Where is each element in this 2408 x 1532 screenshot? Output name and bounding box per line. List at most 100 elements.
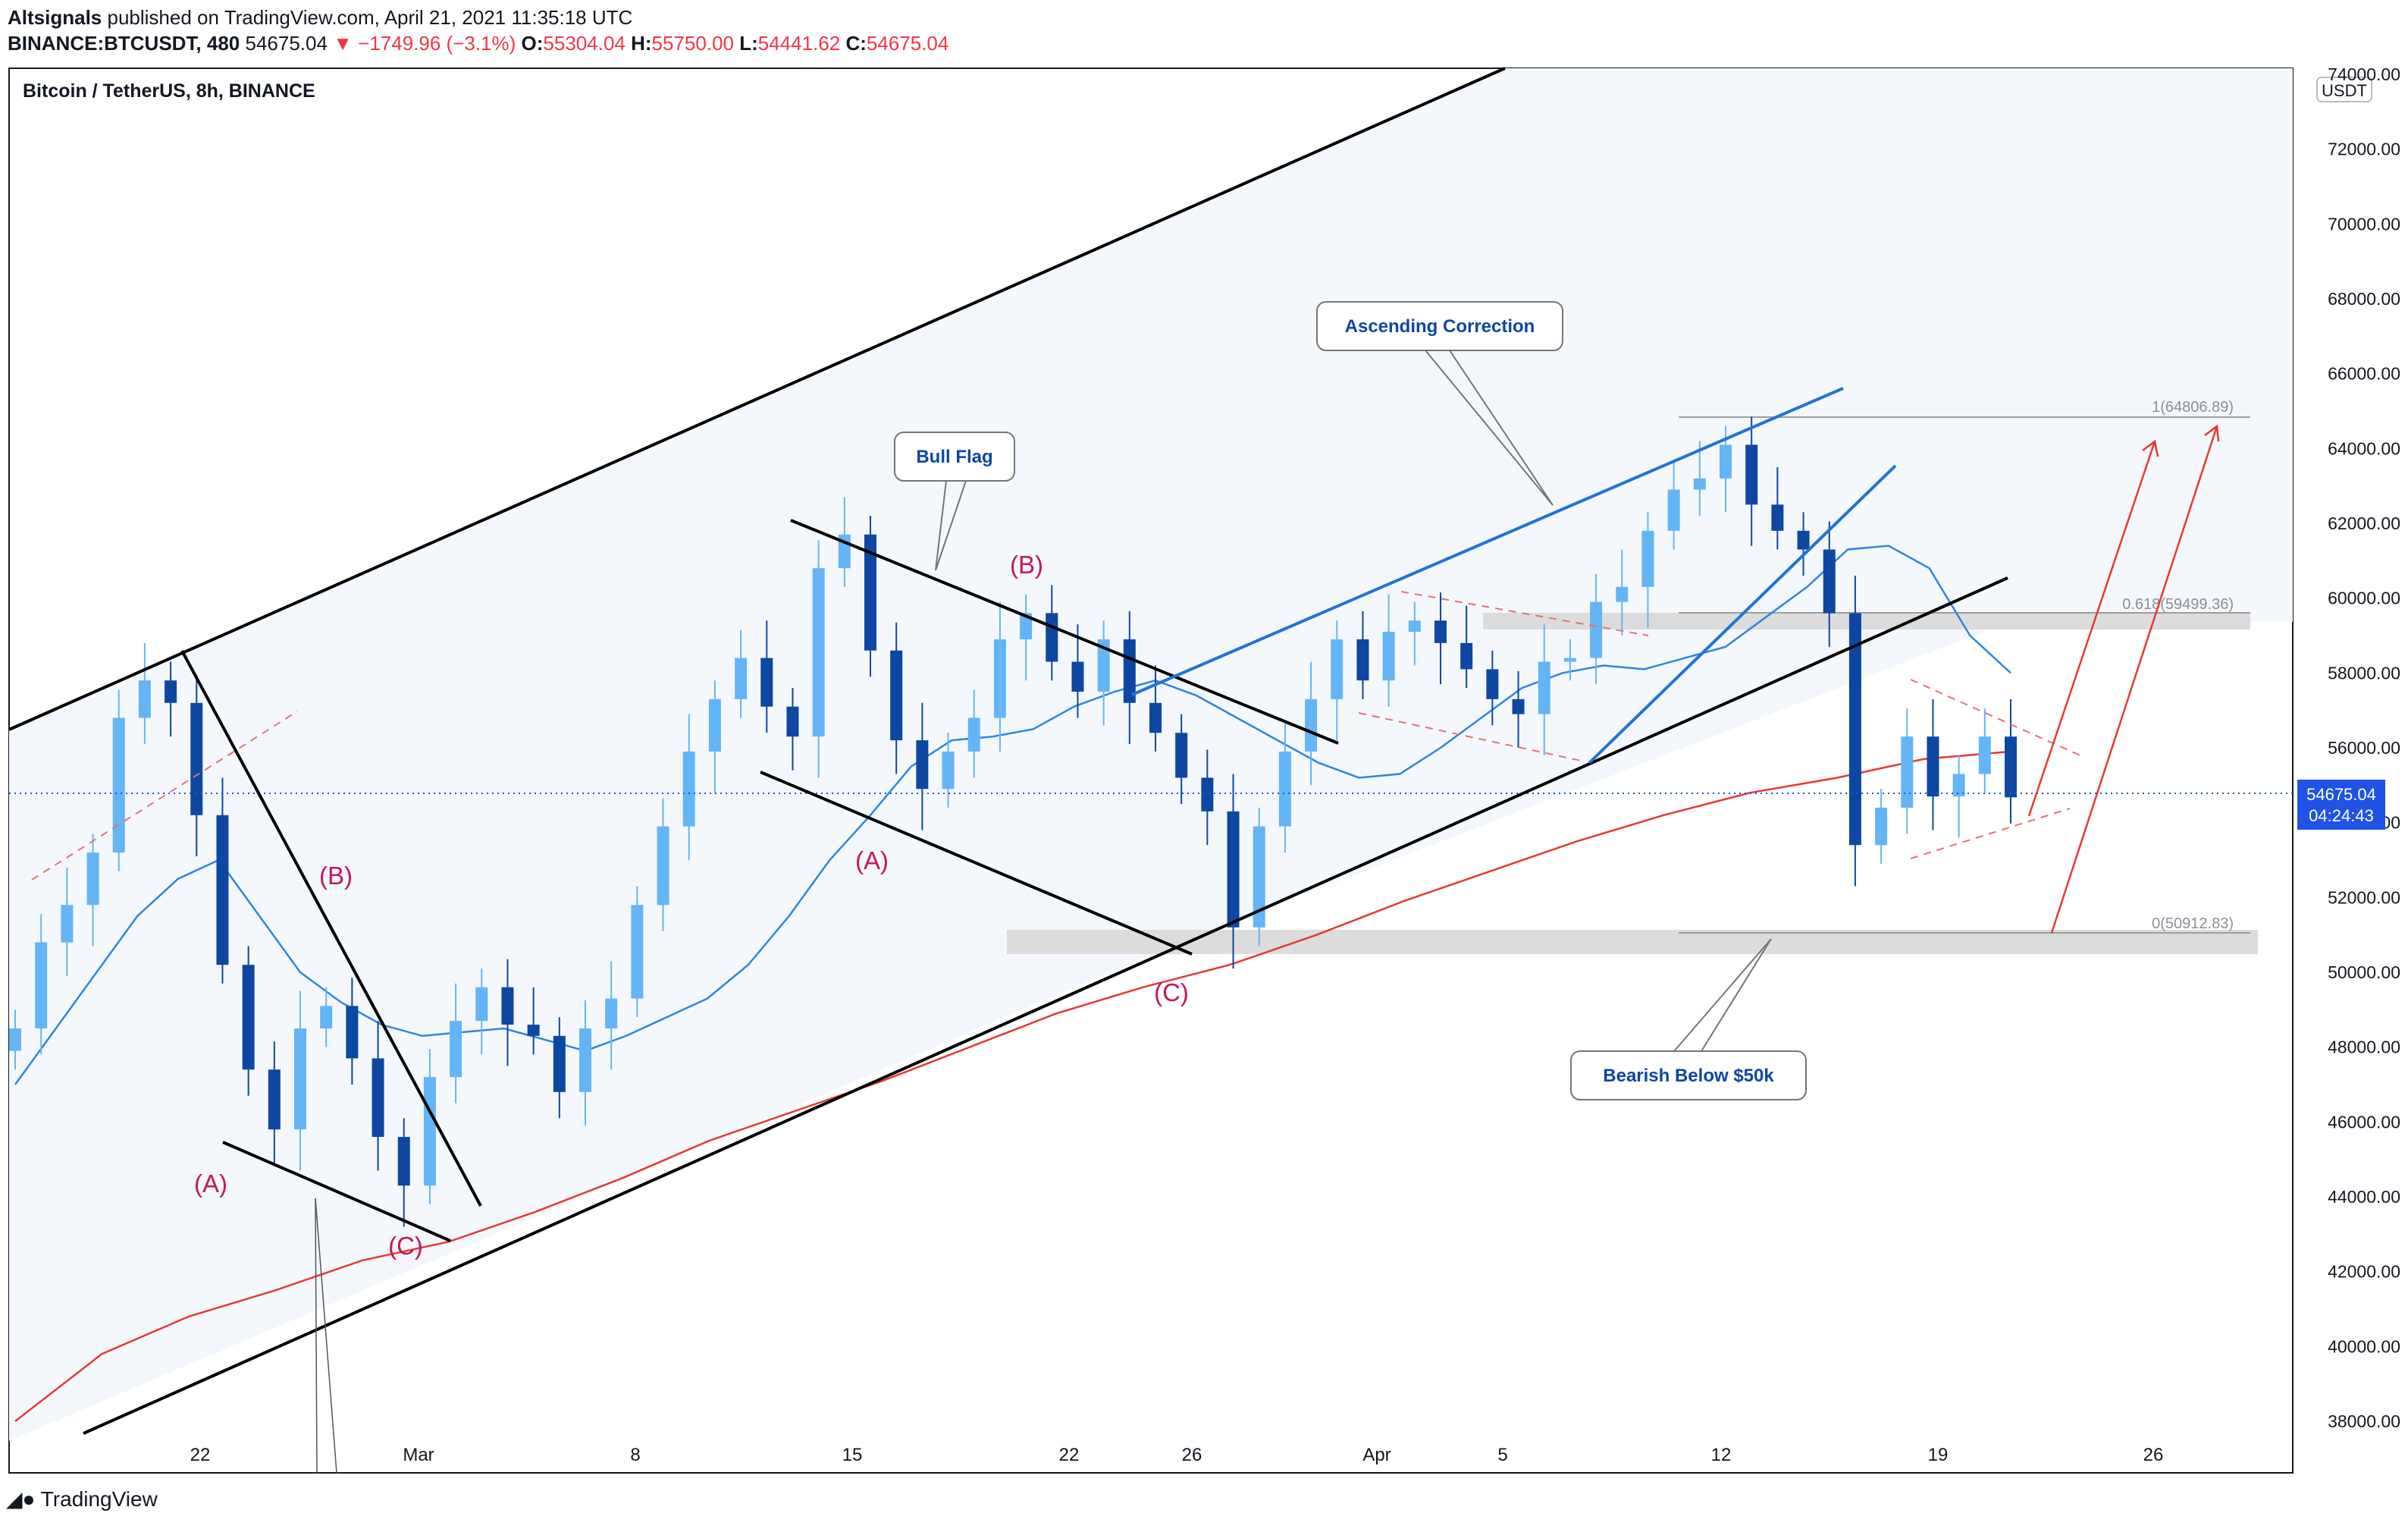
candle-body [1693,478,1706,490]
y-tick-label: 50000.00 [2328,962,2400,982]
price-change: ▼ −1749.96 (−3.1%) [333,32,516,55]
candle-body [1227,811,1240,928]
blue-upper-line[interactable] [1131,387,1844,696]
tradingview-wordmark: TradingView [40,1487,158,1511]
candle-body [708,699,721,752]
tradingview-logo-icon: ◢● [6,1487,36,1511]
y-tick-label: 64000.00 [2328,438,2400,458]
currency-button[interactable] [2316,77,2372,102]
blue-rising-line[interactable] [1588,464,1897,764]
candle-body [1071,661,1084,692]
candle-body [1771,504,1784,531]
x-tick-label: 15 [842,1445,863,1465]
candle-body [1382,632,1395,681]
candle-body [812,568,825,737]
candle-body [786,706,799,737]
candle-body [372,1058,384,1138]
fib-label-1: 1(64806.89) [2152,399,2234,416]
candle-body [1616,586,1629,602]
candle-body [1745,444,1758,505]
open-label: O: [521,32,544,55]
candle-body [1434,620,1447,643]
countdown-timer: 04:24:43 [2309,806,2374,825]
candle-body [579,1028,591,1092]
wave-label-c2: (C) [1154,978,1189,1006]
candle-body [760,658,773,707]
last-price: 54675.04 [245,32,328,55]
channel-fill [9,68,2293,1441]
close-label: C: [845,32,867,55]
candle-body [1512,699,1525,714]
falling-line-1[interactable] [180,650,482,1207]
candle-body [268,1069,281,1130]
candle-body [1278,751,1291,827]
candle-body [1641,530,1654,587]
candle-body [397,1137,410,1186]
candle-body [1823,549,1836,614]
candle-body [735,658,748,699]
currency-label: USDT [2322,81,2367,100]
candle-body [1408,620,1421,633]
x-tick-label: Mar [403,1445,434,1465]
last-price-tag [2297,780,2385,830]
falling-line-2[interactable] [222,1141,451,1242]
y-tick-label: 40000.00 [2328,1336,2400,1356]
candle-body [1952,774,1965,797]
symbol-label[interactable]: BINANCE:BTCUSDT, 480 [8,32,240,55]
y-tick-label: 68000.00 [2328,289,2400,309]
candle-body [1123,639,1136,703]
candle-body [993,639,1006,718]
price-axis[interactable]: 74000.00 72000.00 70000.00 68000.00 66000.00… [2328,64,2400,1431]
time-axis[interactable]: 22 Mar 8 15 22 26 Apr 5 12 19 26 [190,1445,2164,1465]
candle-body [1356,639,1369,681]
candle-body [35,942,48,1028]
callout-bull-flag[interactable]: Bull Flag [894,432,1015,571]
callout-ascending-correction[interactable]: Ascending Correction [1316,301,1563,506]
candle-body [112,717,125,853]
channel-lower-line[interactable] [83,576,2008,1435]
candle-body [682,751,695,827]
support-zone [1007,930,2258,954]
callout-bearish[interactable]: Bearish Below $50k [1570,938,1807,1100]
flag-upper-line[interactable] [790,519,1339,745]
pointer-line-2 [315,1198,337,1474]
candle-body [1797,530,1810,550]
y-tick-label: 48000.00 [2328,1038,2400,1057]
candle-body [423,1077,436,1186]
publisher-name[interactable]: Altsignals [8,6,102,29]
wave-label-c1: (C) [388,1232,423,1260]
high-value: 55750.00 [651,32,734,55]
candle-body [1590,601,1603,658]
wave-label-a2: (A) [855,846,889,874]
y-tick-label: 74000.00 [2328,64,2400,84]
candle-body [216,815,229,965]
candle-body [1901,736,1914,808]
wave-label-b2: (B) [1010,551,1043,579]
candle-body [1875,807,1888,846]
candle-body [967,717,980,752]
fib-label-0: 0(50912.83) [2152,915,2234,932]
candle-body [1978,736,1991,774]
flag-lower-line[interactable] [760,771,1193,956]
chart-header: Altsignals published on TradingView.com,… [8,5,1069,58]
candle-body [294,1028,306,1130]
pointer-line-1 [315,1198,318,1474]
channel-upper-line[interactable] [8,67,1506,731]
tradingview-footer[interactable]: ◢● TradingView [6,1486,158,1512]
candle-body [1460,642,1473,670]
candle-body [9,1028,21,1051]
candle-body [138,680,151,718]
low-label: L: [739,32,758,55]
y-tick-label: 42000.00 [2328,1262,2400,1282]
y-tick-label: 62000.00 [2328,513,2400,533]
candle-body [1097,639,1110,692]
candle-body [2005,736,2017,798]
candle-body [1201,777,1214,812]
candle-body [61,905,74,943]
candle-body [450,1021,462,1078]
callout-text-bull-flag: Bull Flag [916,447,992,467]
low-value: 54441.62 [757,32,841,55]
x-tick-label: 26 [1182,1445,1202,1465]
red-dashed-line-1 [31,711,298,881]
